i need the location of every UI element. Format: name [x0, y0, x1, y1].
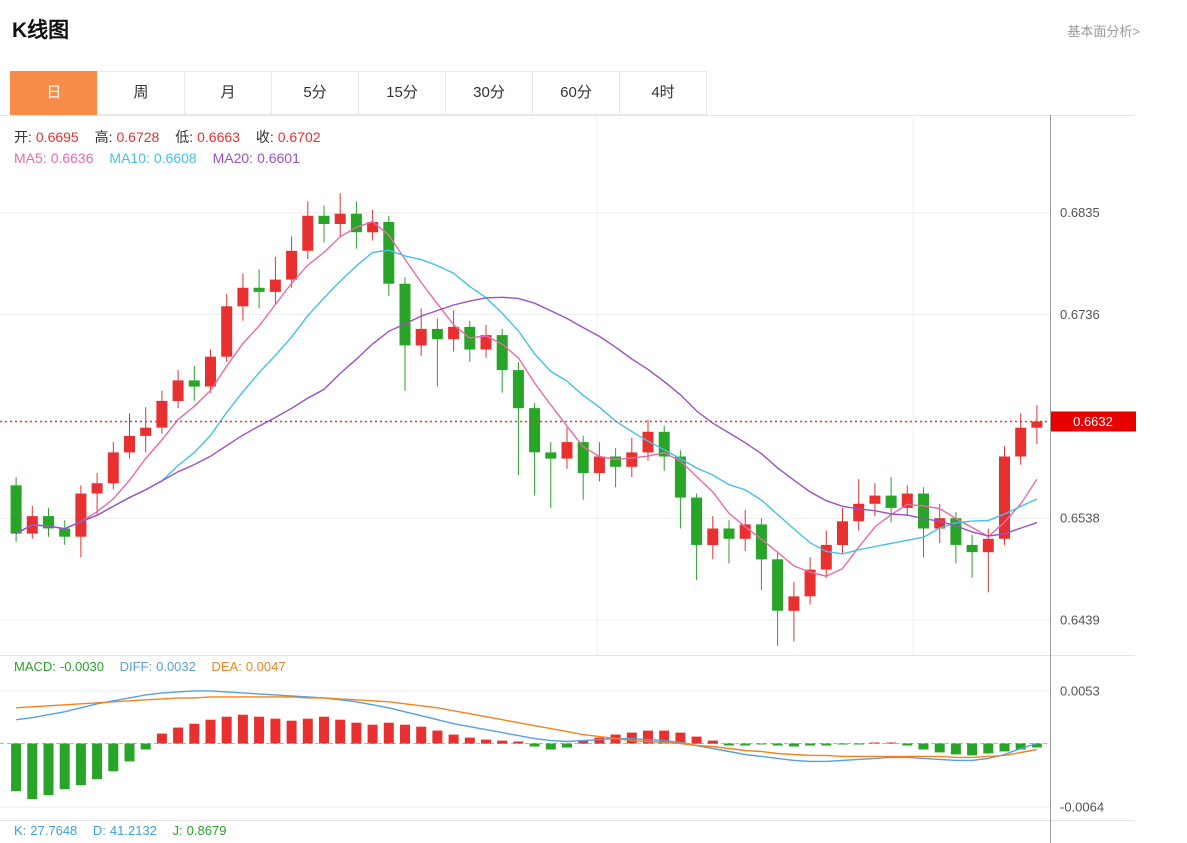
d-info: D: 41.2132 — [93, 823, 157, 838]
ma5-info: MA5: 0.6636 — [14, 150, 94, 166]
ma-info: MA5: 0.6636 MA10: 0.6608 MA20: 0.6601 — [14, 150, 312, 166]
diff-label: DIFF: — [119, 659, 153, 674]
macd-gridlines: 0.0053 -0.0064 — [0, 683, 1104, 815]
ma20-label: MA20: — [212, 150, 254, 166]
diff-line — [16, 690, 1038, 763]
ohlc-info: 开: 0.6695 高: 0.6728 低: 0.6663 收: 0.6702 — [14, 127, 333, 147]
svg-text:0.6439: 0.6439 — [1060, 613, 1100, 628]
diff-value: 0.0032 — [156, 659, 196, 674]
tab-15分[interactable]: 15分 — [358, 71, 446, 115]
ma10-value: 0.6608 — [153, 150, 197, 166]
svg-text:0.6538: 0.6538 — [1060, 511, 1100, 526]
tab-30分[interactable]: 30分 — [445, 71, 533, 115]
fundamental-analysis-link[interactable]: 基本面分析> — [1067, 24, 1140, 39]
tab-4时[interactable]: 4时 — [619, 71, 707, 115]
ma5-value: 0.6636 — [50, 150, 94, 166]
close-value: 0.6702 — [277, 129, 321, 145]
ma10-line — [15, 249, 1038, 555]
tab-月[interactable]: 月 — [184, 71, 272, 115]
close-label: 收: — [255, 129, 274, 145]
svg-text:-0.0064: -0.0064 — [1060, 800, 1104, 815]
high-value: 0.6728 — [116, 129, 160, 145]
panel-divider — [0, 655, 1135, 656]
page-title: K线图 — [12, 19, 70, 42]
price-axis-line — [1050, 115, 1051, 843]
svg-text:0.6632: 0.6632 — [1073, 414, 1113, 429]
d-value: 41.2132 — [109, 823, 157, 838]
dea-line — [16, 696, 1038, 759]
close-info: 收: 0.6702 — [256, 129, 321, 145]
chart-top-border — [0, 115, 1135, 116]
ma5-line — [15, 220, 1038, 577]
dea-info: DEA: 0.0047 — [212, 659, 286, 674]
diff-info: DIFF: 0.0032 — [120, 659, 196, 674]
main-gridlines: 0.6835 0.6736 0.6538 0.6439 — [0, 115, 1100, 655]
tab-日[interactable]: 日 — [10, 71, 98, 115]
macd-chart[interactable]: 0.0053 -0.0064 — [0, 678, 1187, 818]
low-label: 低: — [175, 129, 194, 145]
ma20-value: 0.6601 — [257, 150, 300, 166]
k-value: 27.7648 — [30, 823, 78, 838]
j-value: 0.8679 — [186, 823, 227, 838]
ma10-label: MA10: — [109, 150, 150, 166]
ma20-line — [15, 296, 1038, 537]
k-label: K: — [14, 823, 27, 838]
macd-bottom-border — [0, 820, 1135, 821]
low-value: 0.6663 — [197, 129, 240, 145]
svg-text:0.0053: 0.0053 — [1060, 683, 1100, 698]
open-value: 0.6695 — [35, 129, 79, 145]
candlestick-chart[interactable]: 0.6835 0.6736 0.6538 0.6439 0.6632 — [0, 115, 1187, 655]
svg-text:0.6835: 0.6835 — [1060, 205, 1100, 220]
candles — [10, 193, 1043, 646]
macd-label: MACD: — [14, 659, 56, 674]
macd-value: -0.0030 — [59, 659, 104, 674]
tab-60分[interactable]: 60分 — [532, 71, 620, 115]
high-info: 高: 0.6728 — [95, 129, 160, 145]
k-info: K: 27.7648 — [14, 823, 77, 838]
ma20-info: MA20: 0.6601 — [213, 150, 300, 166]
tab-5分[interactable]: 5分 — [271, 71, 359, 115]
j-label: J: — [172, 823, 183, 838]
ma5-label: MA5: — [14, 150, 47, 166]
d-label: D: — [92, 823, 106, 838]
timeframe-tabs: 日周月 5分 15分 30分 60分 4时 — [10, 71, 707, 115]
macd-value-info: MACD: -0.0030 — [14, 659, 104, 674]
open-label: 开: — [14, 129, 32, 145]
dea-value: 0.0047 — [245, 659, 286, 674]
current-price-marker: 0.6632 — [0, 411, 1136, 432]
macd-histogram — [11, 714, 1042, 800]
low-info: 低: 0.6663 — [175, 129, 240, 145]
open-info: 开: 0.6695 — [14, 129, 79, 145]
macd-info: MACD: -0.0030 DIFF: 0.0032 DEA: 0.0047 — [14, 659, 298, 674]
kdj-info: K: 27.7648 D: 41.2132 J: 0.8679 — [14, 823, 238, 838]
high-label: 高: — [94, 129, 113, 145]
tab-周[interactable]: 周 — [97, 71, 185, 115]
svg-text:0.6736: 0.6736 — [1060, 307, 1100, 322]
ma10-info: MA10: 0.6608 — [109, 150, 196, 166]
j-info: J: 0.8679 — [173, 823, 227, 838]
dea-label: DEA: — [211, 659, 242, 674]
